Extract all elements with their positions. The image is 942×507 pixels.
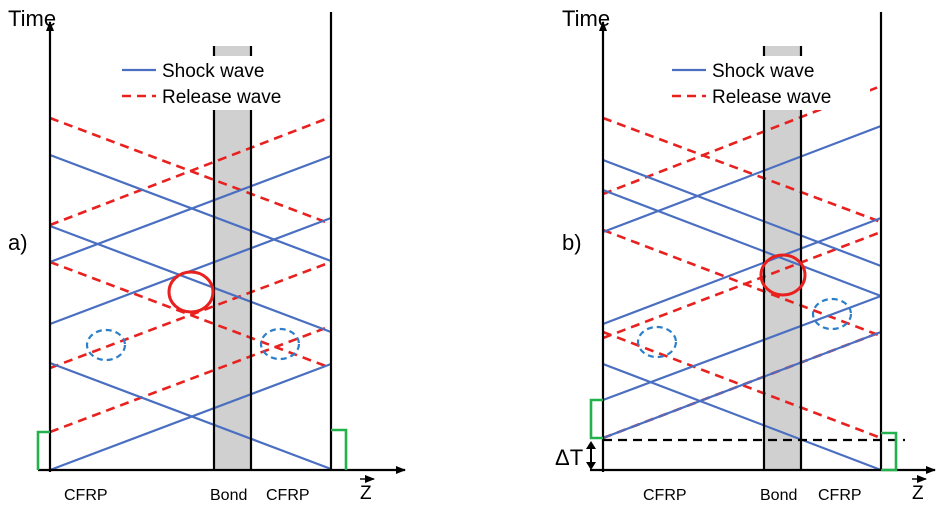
time-label-a: Time: [8, 6, 56, 31]
boundaries-b: [762, 12, 883, 470]
red-circle-a: [167, 270, 215, 314]
bond-layer-a: [214, 46, 251, 470]
blue-circle-a-left: [85, 328, 127, 362]
time-label-b: Time: [562, 6, 610, 31]
red-circle-b: [759, 253, 807, 297]
cfrp-left-label-b: CFRP: [643, 487, 687, 504]
panel-label-b: b): [562, 230, 582, 255]
pulses-b: [589, 398, 898, 472]
panel-b: ΔT Shock wave Release wave Time b) CFRP …: [555, 6, 936, 504]
shock-waves-b: [602, 124, 882, 472]
z-label-a: Z: [360, 483, 372, 504]
blue-circle-b-left: [636, 325, 678, 359]
panel-label-a: a): [8, 230, 28, 255]
boundaries-a: [212, 12, 333, 470]
blue-circle-b-right: [811, 297, 853, 331]
panel-a: Shock wave Release wave Time a) CFRP Bon…: [8, 6, 406, 504]
cfrp-right-label-a: CFRP: [266, 487, 310, 504]
bond-label-a: Bond: [210, 487, 247, 504]
bond-label-b: Bond: [760, 487, 797, 504]
z-label-b: Z: [912, 483, 924, 504]
blue-circle-a-right: [259, 327, 301, 361]
release-waves-a: [49, 115, 332, 434]
delay-label-b: ΔT: [555, 445, 583, 470]
legend-release-label-a: Release wave: [162, 87, 281, 108]
legend-b: Shock wave Release wave: [666, 56, 870, 110]
cfrp-right-label-b: CFRP: [818, 487, 862, 504]
legend-release-label-b: Release wave: [712, 87, 831, 108]
legend-a: Shock wave Release wave: [116, 56, 326, 110]
pulses-a: [36, 428, 348, 470]
legend-shock-label-a: Shock wave: [162, 61, 264, 82]
legend-shock-label-b: Shock wave: [712, 61, 814, 82]
cfrp-left-label-a: CFRP: [64, 487, 108, 504]
